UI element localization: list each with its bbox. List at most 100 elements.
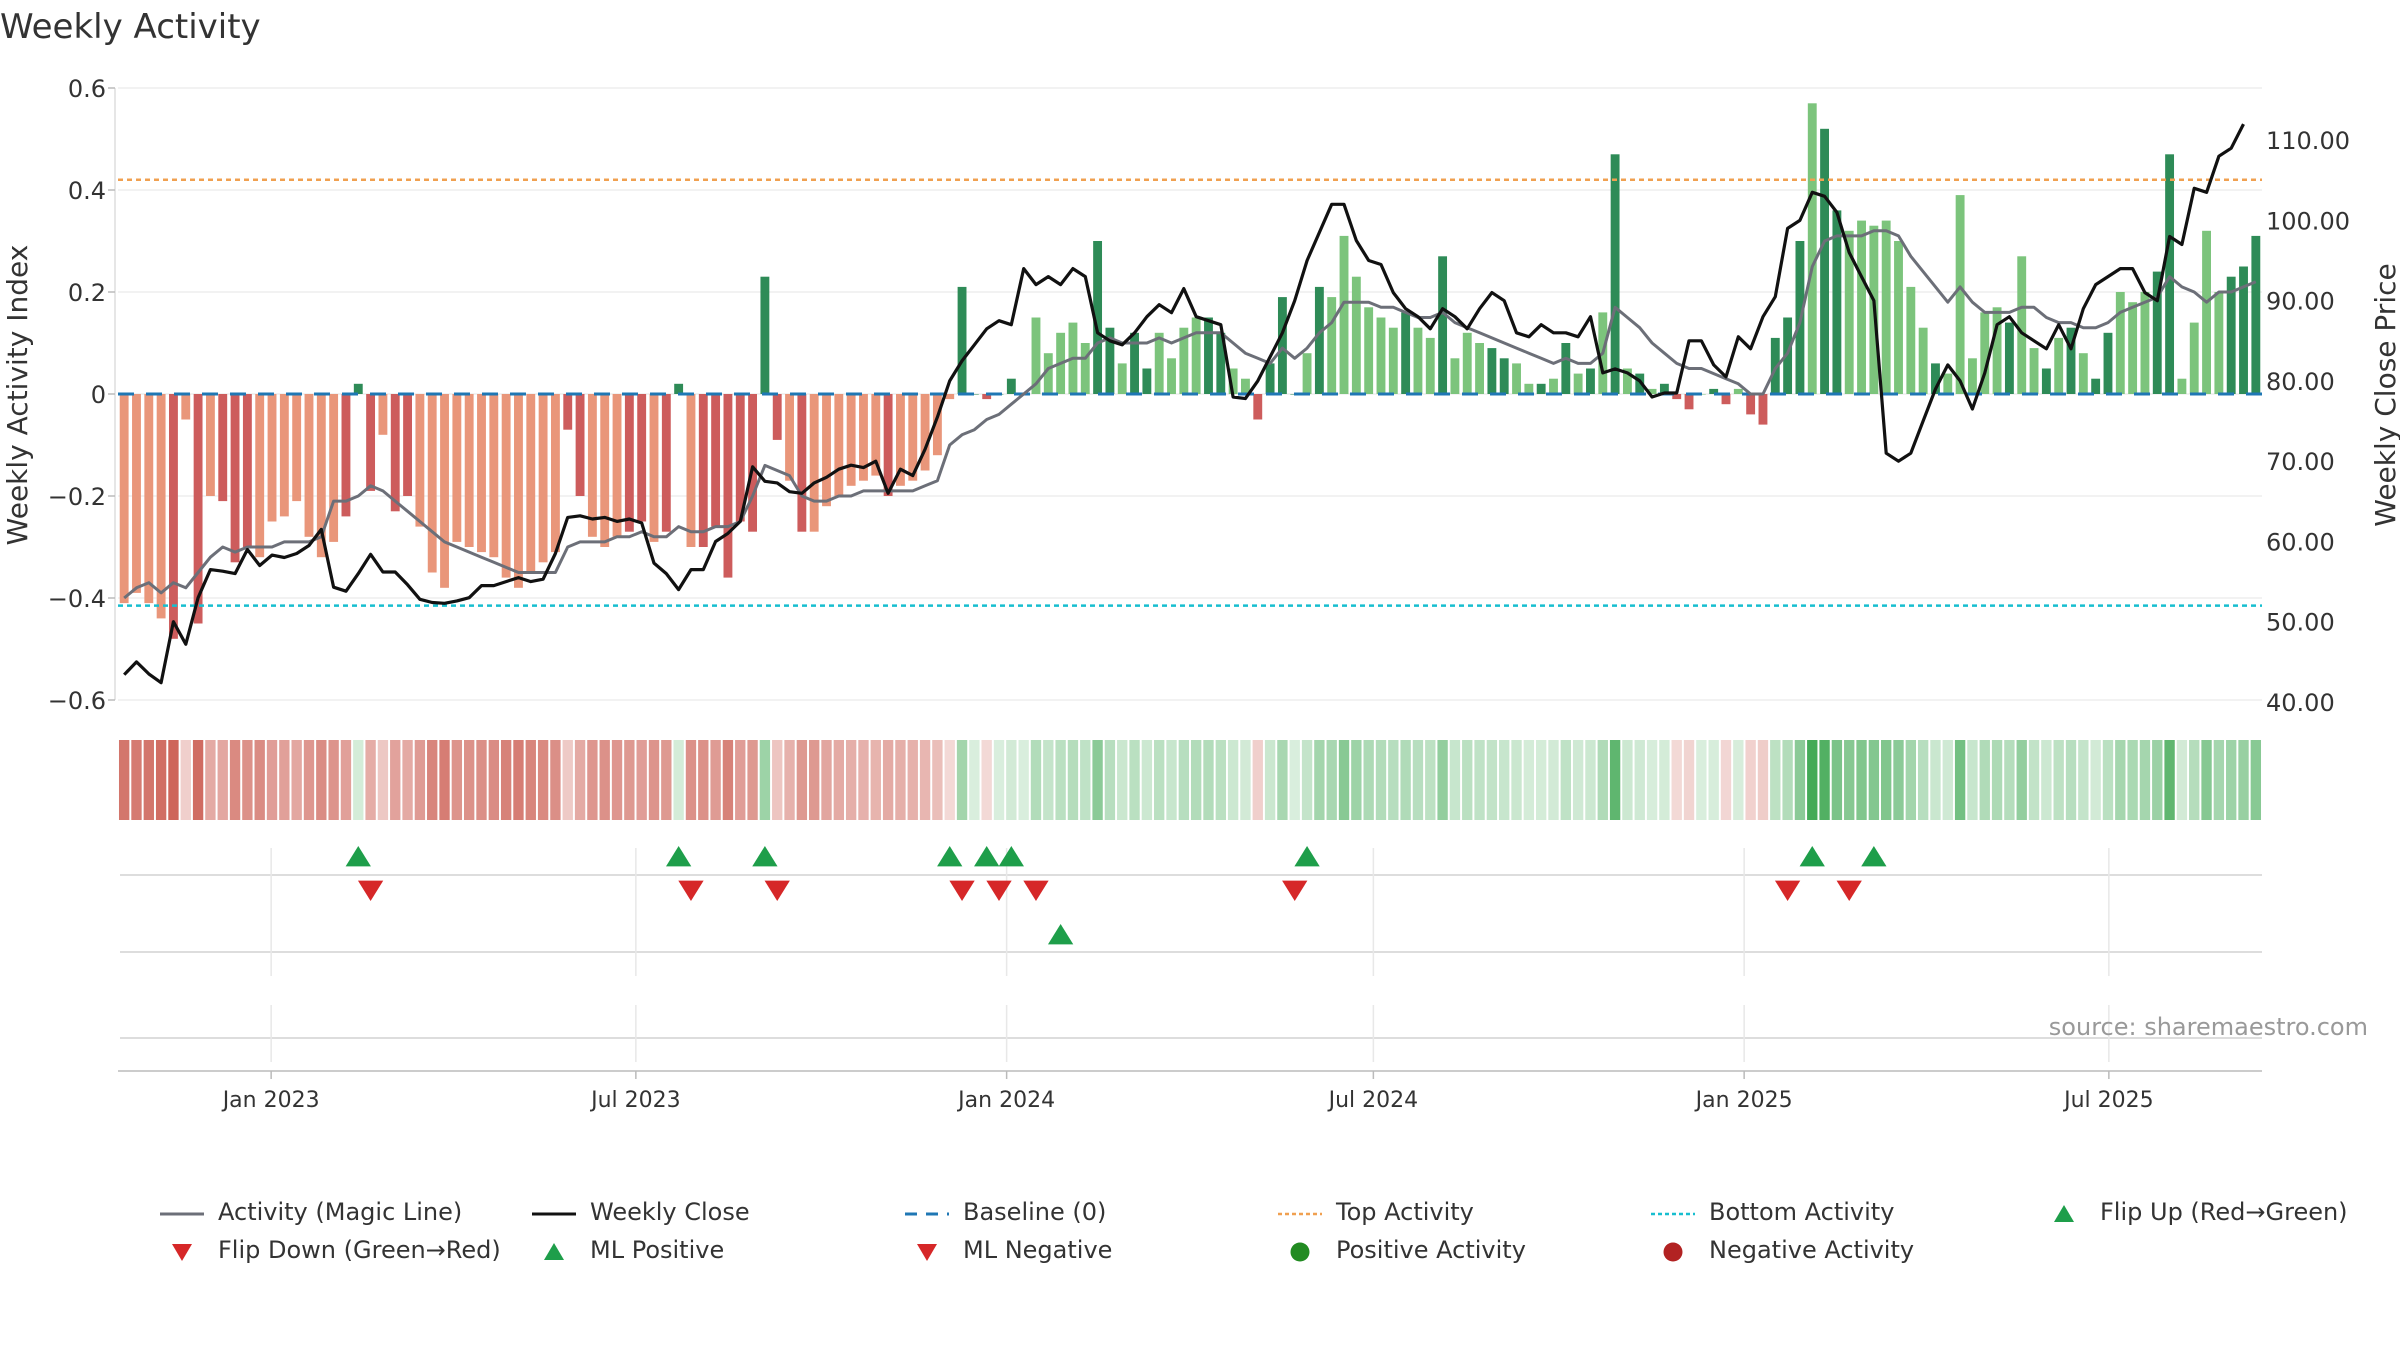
- activity-bar: [390, 394, 400, 512]
- activity-bar: [1758, 394, 1768, 425]
- heat-cell: [809, 740, 820, 820]
- heat-cell: [574, 740, 586, 820]
- activity-bar: [1475, 343, 1484, 394]
- activity-bar: [1314, 286, 1324, 394]
- activity-bar: [1512, 363, 1521, 394]
- heat-cell: [1363, 740, 1374, 820]
- activity-bar: [1105, 327, 1115, 394]
- heat-cell: [1535, 740, 1547, 820]
- activity-bar: [550, 394, 560, 553]
- legend-item-baseline: Baseline (0): [905, 1198, 1106, 1226]
- heat-cell: [291, 740, 302, 820]
- heat-cell: [180, 740, 191, 820]
- heat-cell: [1720, 740, 1732, 820]
- legend-symbol-mlpos: [532, 1240, 576, 1260]
- heat-cell: [870, 740, 881, 820]
- heat-cell: [1289, 740, 1300, 820]
- heat-cell: [1683, 740, 1695, 820]
- heat-cell: [845, 740, 857, 820]
- activity-bar: [1832, 210, 1842, 394]
- heat-cell: [1486, 740, 1498, 820]
- activity-bar: [1573, 373, 1583, 394]
- heat-cell: [2115, 740, 2126, 820]
- y-left-tick-label: 0.4: [68, 177, 106, 205]
- activity-bar: [1659, 383, 1669, 394]
- heat-cell: [636, 740, 647, 820]
- heat-cell: [2090, 740, 2101, 820]
- activity-bar: [1327, 297, 1337, 394]
- heat-cell: [1856, 740, 1867, 820]
- activity-bar: [378, 394, 388, 435]
- activity-bar: [797, 394, 807, 532]
- heat-cell: [648, 740, 660, 820]
- y-right-tick-label: 100.00: [2266, 207, 2350, 235]
- activity-bar: [2214, 292, 2224, 394]
- activity-bar: [1733, 388, 1743, 394]
- heat-cell: [1954, 740, 1966, 820]
- x-tick-label: Jul 2024: [1327, 1088, 1419, 1113]
- heat-cell: [2238, 740, 2249, 820]
- activity-bar: [1339, 235, 1349, 394]
- activity-bar: [1844, 230, 1854, 394]
- legend-item-magic: Activity (Magic Line): [160, 1198, 462, 1226]
- y-left-tick-label: 0: [91, 381, 106, 409]
- main-grid: [118, 87, 2262, 701]
- heat-cell: [303, 740, 315, 820]
- heat-cell: [1462, 740, 1473, 820]
- heat-cell: [1277, 740, 1288, 820]
- activity-bar: [1561, 343, 1571, 394]
- heat-cell: [1227, 740, 1239, 820]
- activity-bar: [304, 394, 314, 537]
- heat-cell: [1215, 740, 1226, 820]
- activity-bar: [119, 394, 129, 604]
- heat-cell: [1622, 740, 1633, 820]
- activity-bar: [218, 394, 228, 502]
- legend-item-top: Top Activity: [1278, 1198, 1474, 1226]
- heat-cell: [1696, 740, 1707, 820]
- heat-cell: [722, 740, 734, 820]
- heat-cell: [2127, 740, 2138, 820]
- legend-symbol-top: [1278, 1202, 1322, 1222]
- heat-cell: [784, 740, 795, 820]
- legend-symbol-mlneg: [905, 1240, 949, 1261]
- heat-cell: [858, 740, 869, 820]
- heat-cell: [1634, 740, 1645, 820]
- heat-cell: [1881, 740, 1892, 820]
- heat-cell: [932, 740, 943, 820]
- activity-bar: [1302, 353, 1312, 394]
- activity-bar: [2103, 332, 2113, 394]
- activity-bar: [785, 394, 794, 481]
- heat-cell: [1733, 740, 1744, 820]
- heat-cell: [710, 740, 721, 820]
- chart-title: Weekly Activity: [0, 7, 261, 47]
- heat-cell: [1770, 740, 1781, 820]
- activity-bar: [1980, 312, 1990, 394]
- heat-cell: [2004, 740, 2015, 820]
- legend-item-mlpos: ML Positive: [532, 1236, 724, 1264]
- heat-cell: [1511, 740, 1522, 820]
- flip-down-marker: [949, 880, 975, 901]
- activity-bar: [1943, 373, 1953, 394]
- activity-bar: [1179, 327, 1189, 394]
- activity-bar: [587, 394, 597, 537]
- activity-bar: [1401, 312, 1411, 394]
- activity-bar: [2078, 353, 2088, 394]
- heat-cell: [525, 740, 536, 820]
- activity-bar: [292, 394, 302, 502]
- legend-symbol-negact: [1651, 1240, 1695, 1262]
- activity-bar: [1536, 383, 1546, 394]
- heat-cell: [2078, 740, 2089, 820]
- heat-cell: [1030, 740, 1042, 820]
- activity-bar: [242, 394, 252, 547]
- legend-label: Baseline (0): [963, 1198, 1107, 1226]
- activity-bar: [624, 394, 634, 532]
- heat-cell: [1055, 740, 1066, 820]
- activity-bar: [1672, 394, 1682, 400]
- legend-label: ML Negative: [963, 1236, 1113, 1264]
- activity-bar: [1093, 241, 1103, 394]
- activity-bar: [2251, 235, 2261, 394]
- activity-bar: [1216, 332, 1226, 394]
- marker-panels-grid: [118, 848, 2262, 1072]
- activity-bar: [181, 394, 191, 420]
- heat-cell: [1905, 740, 1917, 820]
